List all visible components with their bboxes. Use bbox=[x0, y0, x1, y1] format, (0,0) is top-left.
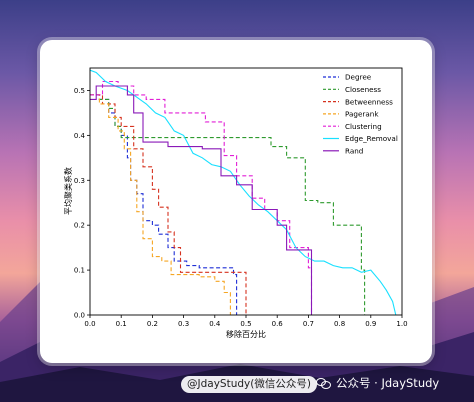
x-tick-label: 0.6 bbox=[272, 320, 284, 328]
x-tick-label: 0.2 bbox=[147, 320, 158, 328]
legend-label: Closeness bbox=[345, 85, 381, 94]
x-tick-label: 0.5 bbox=[240, 320, 251, 328]
y-axis-label: 平均聚类系数 bbox=[63, 167, 73, 215]
y-tick-label: 0.2 bbox=[74, 222, 85, 230]
x-tick-label: 0.4 bbox=[209, 320, 221, 328]
legend-label: Pagerank bbox=[345, 110, 379, 119]
watermark-text: 公众号 · JdayStudy bbox=[336, 376, 440, 390]
x-tick-label: 0.8 bbox=[334, 320, 345, 328]
x-tick-label: 0.1 bbox=[116, 320, 127, 328]
y-tick-label: 0.1 bbox=[74, 267, 85, 275]
source-caption: @JdayStudy(微信公众号) bbox=[181, 376, 317, 393]
series-line-edge-removal bbox=[89, 69, 397, 316]
line-chart: 0.0 0.1 0.2 0.3 0.4 0.5 0.6 0.7 0.8 0.9 1.0 0.0 0.1 0… bbox=[63, 67, 408, 339]
series-line-pagerank bbox=[90, 94, 231, 315]
series-line-degree bbox=[90, 94, 238, 315]
legend-label: Edge_Removal bbox=[345, 134, 398, 143]
series-line-rand bbox=[90, 85, 313, 315]
legend-label: Rand bbox=[345, 147, 363, 156]
x-axis-label: 移除百分比 bbox=[226, 329, 266, 339]
x-tick-label: 0.0 bbox=[84, 320, 95, 328]
series-line-closeness bbox=[90, 94, 366, 315]
x-tick-label: 1.0 bbox=[396, 320, 407, 328]
wechat-icon bbox=[316, 377, 332, 389]
y-tick-label: 0.0 bbox=[74, 312, 85, 320]
y-tick-label: 0.4 bbox=[74, 132, 86, 140]
x-tick-label: 0.7 bbox=[303, 320, 314, 328]
watermark: 公众号 · JdayStudy bbox=[316, 374, 439, 392]
series-line-betweenness bbox=[90, 94, 247, 315]
chart-card: 0.0 0.1 0.2 0.3 0.4 0.5 0.6 0.7 0.8 0.9 1.0 0.0 0.1 0… bbox=[40, 40, 432, 363]
legend-label: Clustering bbox=[345, 122, 382, 131]
legend-label: Degree bbox=[345, 73, 372, 82]
y-tick-label: 0.3 bbox=[74, 177, 85, 185]
legend: Degree Closeness Betweenness Pagerank Cluste… bbox=[323, 73, 398, 156]
series-line-clustering bbox=[90, 80, 313, 315]
y-tick-label: 0.5 bbox=[74, 87, 85, 95]
x-tick-label: 0.3 bbox=[178, 320, 189, 328]
x-tick-label: 0.9 bbox=[365, 320, 376, 328]
legend-label: Betweenness bbox=[345, 97, 393, 106]
